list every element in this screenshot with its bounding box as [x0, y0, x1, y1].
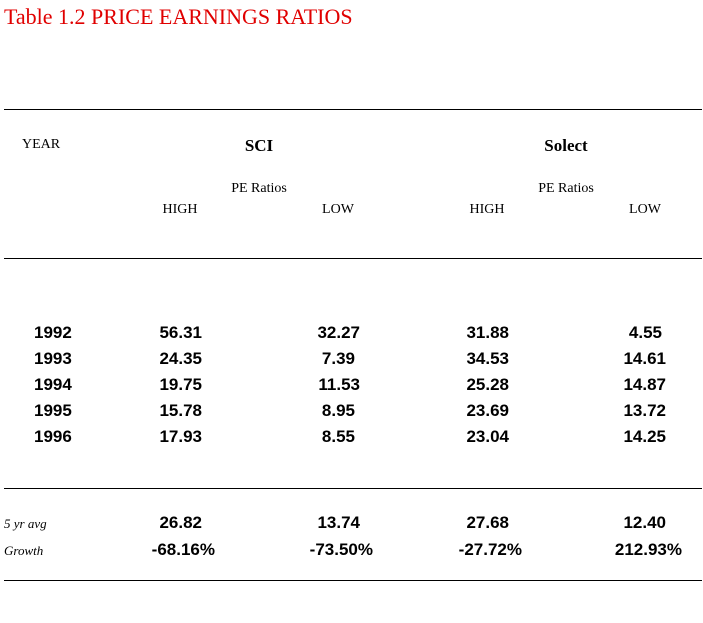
solect-high-header: HIGH: [469, 202, 505, 217]
sci-high-cell: 26.82: [159, 513, 202, 532]
year-cell: 1992: [34, 323, 72, 342]
solect-low-cell: 12.40: [623, 513, 666, 532]
year-cell: 1995: [34, 401, 72, 420]
solect-high-cell: 31.88: [466, 323, 509, 342]
divider-bottom: [4, 580, 702, 581]
solect-low-cell: 14.25: [623, 427, 666, 446]
sci-low-cell: -73.50%: [309, 540, 373, 559]
solect-low-cell: 4.55: [628, 323, 662, 342]
solect-high-cell: 27.68: [466, 513, 509, 532]
table-title: Table 1.2 PRICE EARNINGS RATIOS: [4, 4, 353, 29]
sci-low-cell: 13.74: [317, 513, 360, 532]
sci-low-cell: 11.53: [318, 375, 360, 394]
solect-low-cell: 212.93%: [614, 540, 682, 559]
divider-summary: [4, 488, 702, 489]
year-cell: 1996: [34, 427, 72, 446]
sci-low-cell: 8.55: [321, 427, 355, 446]
sci-low-cell: 7.39: [321, 349, 355, 368]
sci-high-cell: -68.16%: [151, 540, 215, 559]
year-header: YEAR: [22, 137, 61, 152]
sci-low-cell: 32.27: [317, 323, 360, 342]
solect-high-cell: 25.28: [466, 375, 509, 394]
sci-subheader: PE Ratios: [231, 181, 287, 196]
solect-high-cell: 23.04: [466, 427, 509, 446]
solect-low-cell: 14.61: [623, 349, 666, 368]
solect-high-cell: 34.53: [466, 349, 509, 368]
summary-label: Growth: [4, 543, 44, 558]
sci-high-cell: 24.35: [159, 349, 202, 368]
sci-high-cell: 56.31: [159, 323, 202, 342]
sci-high-cell: 17.93: [159, 427, 202, 446]
solect-high-cell: -27.72%: [458, 540, 522, 559]
summary-label: 5 yr avg: [4, 516, 47, 531]
year-cell: 1993: [34, 349, 72, 368]
year-cell: 1994: [34, 375, 72, 394]
sci-high-cell: 19.75: [159, 375, 202, 394]
sci-low-header: LOW: [322, 202, 354, 217]
divider-header: [4, 258, 702, 259]
sci-high-cell: 15.78: [159, 401, 202, 420]
group-header-solect: Solect: [544, 136, 588, 155]
sci-low-cell: 8.95: [321, 401, 355, 420]
group-header-sci: SCI: [244, 136, 274, 155]
divider-top: [4, 109, 702, 110]
solect-subheader: PE Ratios: [538, 181, 594, 196]
solect-low-cell: 13.72: [623, 401, 666, 420]
solect-low-header: LOW: [629, 202, 661, 217]
solect-low-cell: 14.87: [623, 375, 666, 394]
solect-high-cell: 23.69: [466, 401, 509, 420]
sci-high-header: HIGH: [162, 202, 198, 217]
